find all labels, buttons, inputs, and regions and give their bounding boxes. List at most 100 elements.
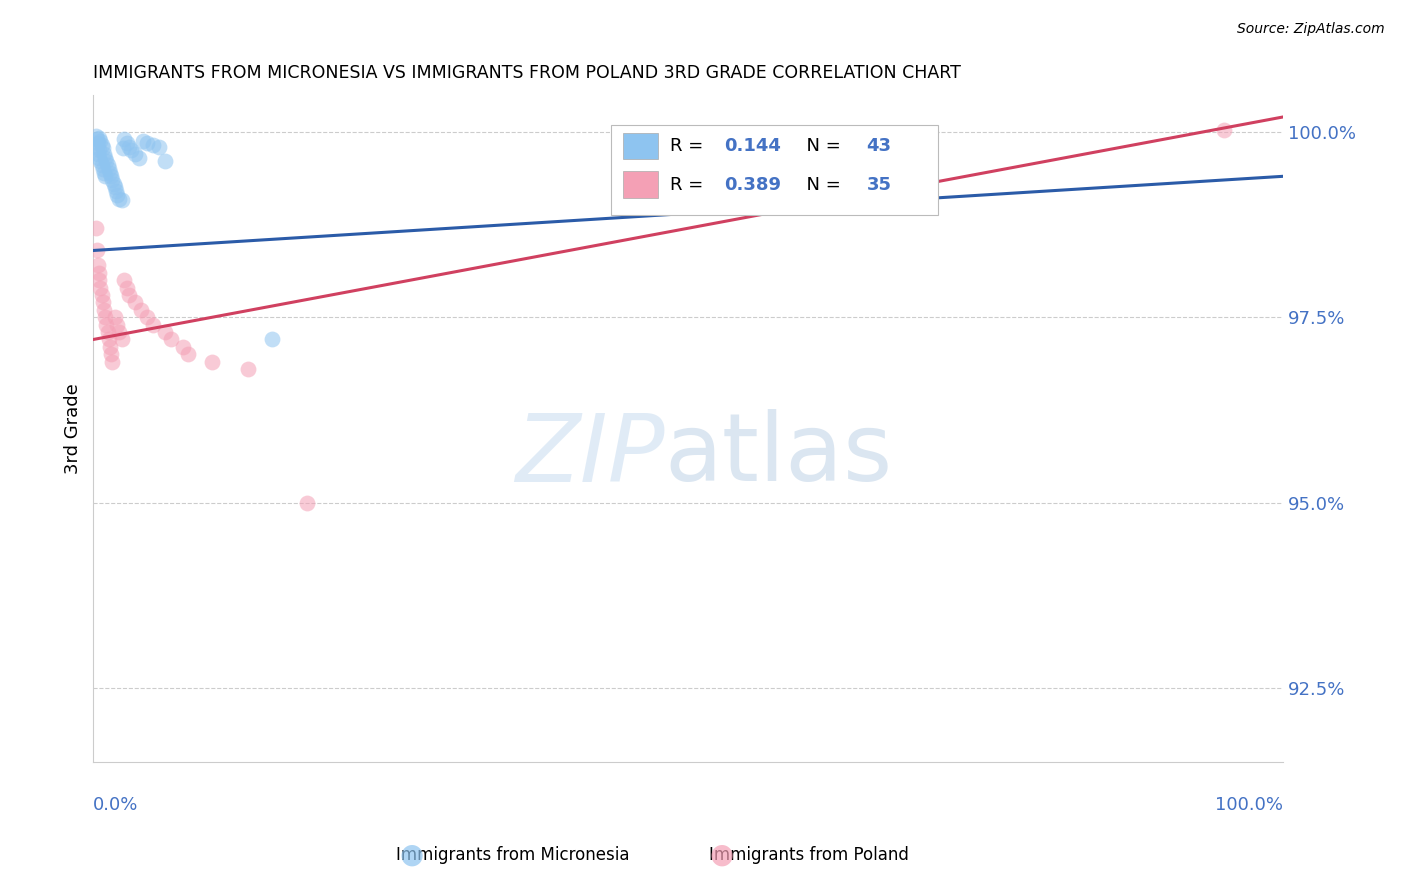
Point [89,151,111,165]
Point [124,147,146,161]
Point [236,362,259,376]
Point [96,154,118,169]
Text: N =: N = [796,137,846,155]
Text: R =: R = [671,176,709,194]
Point [120,144,142,158]
Point [90,138,112,153]
Point [97,158,120,172]
Point [135,136,157,150]
Point [135,310,157,325]
Point [177,347,200,361]
Point [132,134,155,148]
Point [89,273,111,287]
Text: N =: N = [796,176,846,194]
Point [105,318,128,332]
Text: 100.0%: 100.0% [1215,796,1284,814]
Point [90,158,112,172]
Point [108,192,131,206]
Text: 0.0%: 0.0% [93,796,139,814]
Point [128,151,150,165]
Point [153,325,176,339]
Point [98,340,121,354]
Point [124,295,146,310]
Point [89,280,111,294]
Point [84,221,107,235]
Point [103,177,125,191]
Bar [623,171,658,198]
Point [87,136,110,150]
Point [93,165,115,179]
Point [129,302,152,317]
Text: ZIP: ZIP [515,409,665,500]
Point [84,128,107,143]
Point [97,161,120,176]
Y-axis label: 3rd Grade: 3rd Grade [65,383,82,474]
Point [1212,123,1234,137]
Point [153,154,176,169]
Point [89,144,111,158]
Text: 0.144: 0.144 [724,137,780,155]
Point [104,310,127,325]
Point [91,161,114,176]
Point [93,302,115,317]
Point [201,355,224,369]
Point [100,347,122,361]
Point [101,355,124,369]
Point [91,295,114,310]
Point [108,325,131,339]
Point [172,340,194,354]
Point [142,138,165,153]
Point [118,288,141,302]
Text: ●: ● [709,840,734,869]
Point [97,325,120,339]
Bar [610,125,938,215]
Point [89,154,111,169]
Text: Immigrants from Poland: Immigrants from Poland [709,846,908,863]
Text: IMMIGRANTS FROM MICRONESIA VS IMMIGRANTS FROM POLAND 3RD GRADE CORRELATION CHART: IMMIGRANTS FROM MICRONESIA VS IMMIGRANTS… [93,64,962,82]
Point [86,132,108,146]
Point [87,147,110,161]
Point [111,193,134,207]
Point [89,266,111,280]
Point [104,184,127,198]
Point [115,280,138,294]
Point [94,310,117,325]
Point [94,169,117,184]
Point [89,130,111,145]
Bar [623,133,658,160]
Point [105,187,128,202]
Point [89,134,111,148]
Point [91,141,114,155]
Point [100,169,122,184]
Text: Immigrants from Micronesia: Immigrants from Micronesia [396,846,630,863]
Point [94,151,117,165]
Point [93,147,115,161]
Point [96,318,118,332]
Point [112,132,135,146]
Point [90,288,112,302]
Point [98,165,121,179]
Point [86,244,108,258]
Text: ●: ● [399,840,425,869]
Point [159,333,181,347]
Point [97,333,120,347]
Point [148,139,170,153]
Point [112,141,135,155]
Text: 0.389: 0.389 [724,176,780,194]
Point [87,258,110,272]
Point [142,318,165,332]
Point [112,273,135,287]
Point [260,333,283,347]
Point [101,173,124,187]
Point [297,495,319,509]
Point [115,136,138,150]
Text: R =: R = [671,137,709,155]
Text: Source: ZipAtlas.com: Source: ZipAtlas.com [1237,22,1385,37]
Text: 43: 43 [866,137,891,155]
Point [86,139,108,153]
Point [104,180,127,194]
Point [111,333,134,347]
Text: 35: 35 [866,176,891,194]
Point [118,139,141,153]
Text: atlas: atlas [665,409,893,501]
